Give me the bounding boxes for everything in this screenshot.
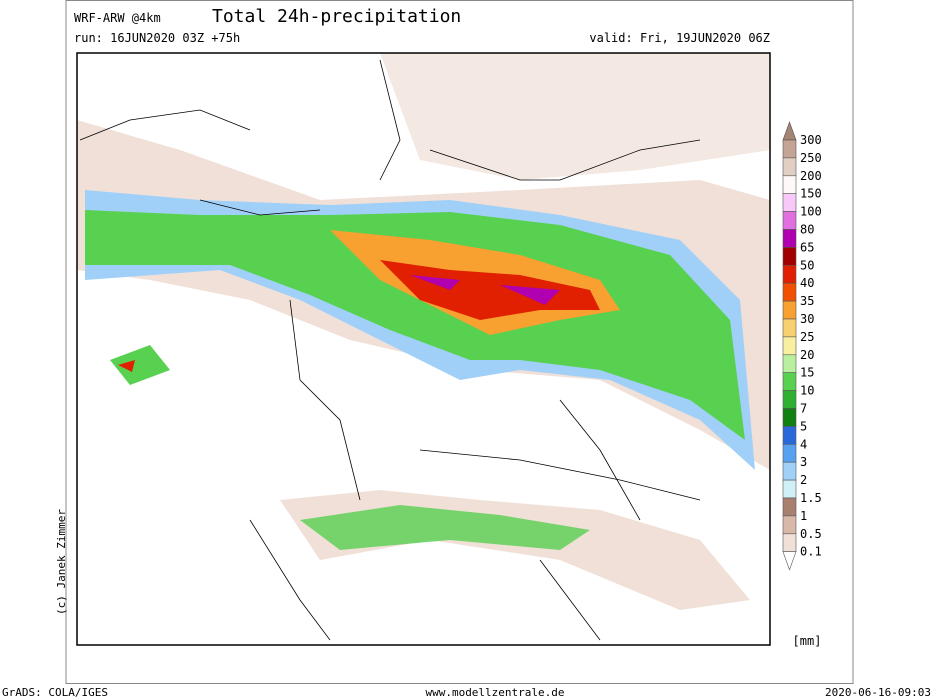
colorbar-box bbox=[782, 408, 797, 427]
colorbar-box bbox=[782, 515, 797, 535]
colorbar-box bbox=[782, 264, 797, 284]
colorbar-label: 2 bbox=[800, 473, 807, 487]
colorbar-label: 250 bbox=[800, 151, 822, 165]
website-label: www.modellzentrale.de bbox=[425, 686, 564, 699]
colorbar-box bbox=[782, 426, 797, 445]
colorbar-box bbox=[782, 336, 797, 356]
colorbar-box bbox=[782, 282, 797, 302]
colorbar-label: 80 bbox=[800, 223, 814, 237]
colorbar-label: 1.5 bbox=[800, 491, 822, 505]
colorbar-label: 10 bbox=[800, 384, 814, 398]
colorbar-label: 35 bbox=[800, 294, 814, 308]
unit-label: [mm] bbox=[793, 634, 822, 648]
software-label: GrADS: COLA/IGES bbox=[2, 686, 108, 699]
run-label: run: 16JUN2020 03Z +75h bbox=[74, 31, 240, 45]
colorbar-box bbox=[782, 229, 797, 248]
credit-label: (c) Janek Zimmer bbox=[55, 509, 68, 615]
light-precip-area bbox=[380, 53, 770, 180]
timestamp-label: 2020-06-16-09:03 bbox=[825, 686, 931, 699]
colorbar-label: 4 bbox=[800, 437, 807, 451]
colorbar-label: 40 bbox=[800, 276, 814, 290]
precip-cell bbox=[118, 360, 135, 372]
colorbar-box bbox=[782, 354, 797, 373]
colorbar-label: 0.1 bbox=[800, 545, 822, 559]
colorbar-arrow bbox=[782, 551, 797, 571]
colorbar-box bbox=[782, 139, 797, 159]
colorbar-box bbox=[782, 157, 797, 177]
colorbar-label: 200 bbox=[800, 169, 822, 183]
colorbar-box bbox=[782, 461, 797, 481]
colorbar-label: 150 bbox=[800, 187, 822, 201]
colorbar-label: 1 bbox=[800, 509, 807, 523]
colorbar-box bbox=[782, 318, 797, 338]
map-frame bbox=[76, 52, 771, 646]
colorbar-label: 0.5 bbox=[800, 527, 822, 541]
colorbar-label: 65 bbox=[800, 240, 814, 254]
colorbar-box bbox=[782, 175, 797, 195]
colorbar-box bbox=[782, 247, 797, 266]
colorbar-box bbox=[782, 372, 797, 391]
precip-cell bbox=[110, 345, 170, 385]
colorbar-box bbox=[782, 443, 797, 463]
valid-label: valid: Fri, 19JUN2020 06Z bbox=[589, 31, 770, 45]
model-label: WRF-ARW @4km bbox=[74, 11, 161, 25]
colorbar-box bbox=[782, 300, 797, 320]
colorbar: 300 250 200 150 100 80 65 50 40 35 30 25 20 15 10 7 5 4 3 2… bbox=[782, 121, 822, 571]
colorbar-label: 3 bbox=[800, 455, 807, 469]
precip-band bbox=[300, 505, 590, 550]
colorbar-box bbox=[782, 211, 797, 230]
colorbar-box bbox=[782, 497, 797, 517]
colorbar-label: 25 bbox=[800, 330, 814, 344]
map-title: Total 24h-precipitation bbox=[212, 6, 461, 27]
colorbar-label: 30 bbox=[800, 312, 814, 326]
precip-band bbox=[85, 210, 745, 440]
colorbar-label: 20 bbox=[800, 348, 814, 362]
colorbar-label: 300 bbox=[800, 133, 822, 147]
colorbar-box bbox=[782, 193, 797, 212]
precip-max bbox=[410, 275, 560, 305]
boundary-lines bbox=[79, 59, 701, 641]
colorbar-box bbox=[782, 390, 797, 409]
colorbar-box bbox=[782, 479, 797, 499]
colorbar-label: 5 bbox=[800, 419, 807, 433]
colorbar-box bbox=[782, 533, 797, 552]
map-area bbox=[76, 52, 771, 646]
figure-frame bbox=[65, 0, 854, 684]
colorbar-label: 15 bbox=[800, 366, 814, 380]
colorbar-arrow bbox=[782, 121, 797, 141]
colorbar-label: 50 bbox=[800, 258, 814, 272]
colorbar-label: 100 bbox=[800, 205, 822, 219]
colorbar-label: 7 bbox=[800, 402, 807, 416]
